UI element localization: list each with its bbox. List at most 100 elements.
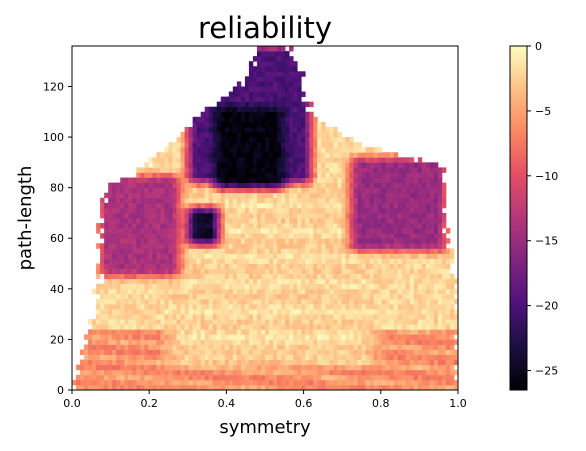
heatmap-cell (252, 202, 258, 209)
heatmap-cell (168, 324, 173, 330)
heatmap-cell (345, 182, 350, 189)
heatmap-cell (353, 349, 358, 355)
heatmap-cell (220, 116, 226, 123)
heatmap-cell (180, 334, 185, 340)
heatmap-cell (244, 132, 250, 138)
heatmap-cell (192, 298, 198, 305)
heatmap-cell (228, 177, 234, 183)
heatmap-cell (305, 192, 310, 199)
heatmap-cell (321, 304, 326, 310)
heatmap-cell (285, 374, 290, 381)
heatmap-cell (297, 76, 302, 82)
heatmap-cell (389, 293, 395, 300)
heatmap-cell (248, 212, 254, 219)
heatmap-cell (144, 359, 149, 366)
heatmap-cell (325, 319, 330, 325)
heatmap-cell (260, 137, 266, 143)
heatmap-cell (256, 172, 262, 178)
heatmap-cell (160, 162, 165, 168)
heatmap-cell (265, 172, 270, 178)
heatmap-cell (281, 364, 286, 371)
heatmap-cell (373, 268, 378, 275)
heatmap-cell (301, 106, 306, 113)
heatmap-cell (369, 339, 374, 345)
heatmap-cell (128, 228, 133, 234)
heatmap-cell (124, 228, 129, 234)
heatmap-cell (361, 253, 366, 259)
heatmap-cell (144, 172, 149, 178)
heatmap-cell (433, 374, 439, 381)
heatmap-cell (252, 212, 258, 219)
heatmap-cell (353, 268, 358, 275)
heatmap-cell (232, 167, 238, 173)
heatmap-cell (160, 293, 165, 300)
heatmap-cell (144, 273, 149, 280)
heatmap-cell (393, 273, 399, 280)
heatmap-cell (132, 192, 137, 199)
heatmap-cell (248, 339, 254, 345)
heatmap-cell (84, 369, 89, 376)
y-tick-label: 80 (50, 182, 64, 195)
heatmap-cell (192, 121, 198, 128)
heatmap-cell (200, 248, 206, 254)
heatmap-cell (417, 329, 423, 335)
heatmap-cell (116, 278, 121, 285)
heatmap-cell (421, 314, 427, 320)
heatmap-cell (244, 238, 250, 244)
heatmap-cell (216, 177, 222, 183)
heatmap-cell (204, 111, 210, 118)
heatmap-cell (204, 223, 210, 229)
heatmap-cell (252, 121, 258, 128)
heatmap-cell (128, 334, 133, 340)
heatmap-cell (160, 192, 165, 199)
heatmap-cell (285, 56, 290, 62)
heatmap-cell (325, 339, 330, 345)
heatmap-cell (449, 298, 455, 305)
heatmap-cell (325, 298, 330, 305)
heatmap-cell (164, 147, 169, 153)
heatmap-cell (425, 379, 431, 386)
heatmap-cell (273, 334, 278, 340)
heatmap-cell (236, 374, 242, 381)
heatmap-cell (136, 182, 141, 189)
heatmap-cell (285, 111, 290, 118)
heatmap-cell (365, 157, 370, 163)
heatmap-cell (260, 91, 266, 97)
heatmap-cell (140, 354, 145, 361)
heatmap-cell (104, 369, 109, 376)
heatmap-cell (313, 248, 318, 254)
heatmap-cell (184, 304, 189, 310)
heatmap-cell (397, 309, 403, 315)
heatmap-cell (289, 101, 294, 108)
heatmap-cell (260, 354, 266, 361)
heatmap-cell (88, 354, 93, 361)
heatmap-cell (144, 298, 149, 305)
heatmap-cell (373, 202, 378, 209)
heatmap-cell (164, 228, 169, 234)
heatmap-cell (373, 339, 378, 345)
heatmap-cell (293, 379, 298, 386)
colorbar-tick-label: −10 (535, 170, 558, 183)
heatmap-cell (333, 187, 338, 194)
heatmap-cell (192, 207, 198, 214)
heatmap-cell (349, 319, 354, 325)
heatmap-cell (248, 207, 254, 214)
heatmap-cell (425, 304, 431, 310)
heatmap-cell (389, 369, 395, 376)
heatmap-cell (140, 223, 145, 229)
heatmap-cell (313, 263, 318, 269)
heatmap-cell (285, 81, 290, 87)
heatmap-cell (244, 212, 250, 219)
heatmap-cell (184, 349, 189, 355)
heatmap-cell (269, 218, 274, 224)
heatmap-cell (281, 304, 286, 310)
heatmap-cell (381, 238, 387, 244)
heatmap-cell (433, 344, 439, 350)
heatmap-cell (156, 349, 161, 355)
heatmap-cell (104, 379, 109, 386)
heatmap-cell (168, 177, 173, 183)
heatmap-cell (381, 298, 387, 305)
heatmap-cell (289, 233, 294, 239)
heatmap-cell (104, 298, 109, 305)
heatmap-cell (277, 374, 282, 381)
